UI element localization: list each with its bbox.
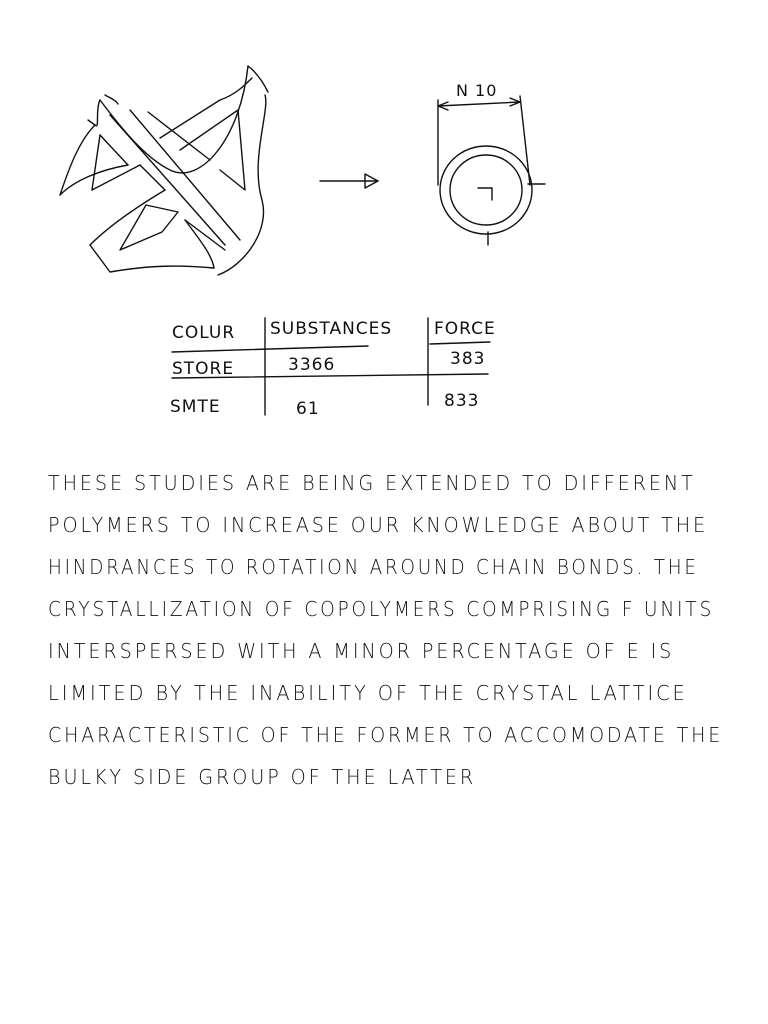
circle-dimension-drawing bbox=[437, 95, 546, 246]
table-cell-row2-substances: 61 bbox=[296, 399, 320, 419]
paragraph-line: CRYSTALLIZATION OF COPOLYMERS COMPRISING… bbox=[48, 597, 715, 621]
cross-structure-drawing bbox=[59, 65, 269, 276]
handwritten-paragraph: THESE STUDIES ARE BEING EXTENDED TO DIFF… bbox=[48, 462, 724, 798]
table-cell-row1-substances: 3366 bbox=[288, 355, 335, 375]
table-cell-row2-force: 833 bbox=[444, 391, 479, 411]
table-cell-row1-force: 383 bbox=[450, 349, 485, 369]
dimension-label: N 10 bbox=[456, 81, 497, 100]
paragraph-line: INTERSPERSED WITH A MINOR PERCENTAGE OF … bbox=[48, 639, 675, 663]
paragraph-line: POLYMERS TO INCREASE OUR KNOWLEDGE ABOUT… bbox=[48, 513, 709, 537]
arrow-right-icon bbox=[319, 173, 379, 189]
sketch-canvas: N 10 COLUR SUBSTANCES FORCE STORE 3366 3… bbox=[59, 65, 546, 419]
paragraph-line: HINDRANCES TO ROTATION AROUND CHAIN BOND… bbox=[48, 555, 699, 579]
table-header-force: FORCE bbox=[434, 319, 496, 339]
table-header-substances: SUBSTANCES bbox=[270, 319, 392, 339]
table-cell-row2-colour: SMTE bbox=[170, 397, 221, 417]
paragraph-line: CHARACTERISTIC OF THE FORMER TO ACCOMODA… bbox=[48, 723, 724, 747]
table-header-colour: COLUR bbox=[172, 323, 235, 343]
table-cell-row1-colour: STORE bbox=[172, 359, 234, 379]
paragraph-line: THESE STUDIES ARE BEING EXTENDED TO DIFF… bbox=[48, 471, 696, 495]
paragraph-line: LIMITED BY THE INABILITY OF THE CRYSTAL … bbox=[48, 681, 688, 705]
data-table bbox=[171, 317, 491, 416]
paragraph-line: BULKY SIDE GROUP OF THE LATTER bbox=[48, 765, 477, 789]
